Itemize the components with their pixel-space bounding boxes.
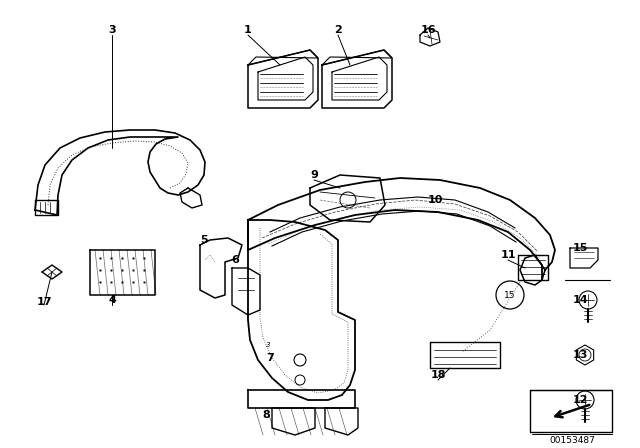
Text: 9: 9 xyxy=(310,170,318,180)
Text: 2: 2 xyxy=(334,25,342,35)
Text: 4: 4 xyxy=(108,295,116,305)
Text: 1: 1 xyxy=(244,25,252,35)
Text: 5: 5 xyxy=(200,235,208,245)
Text: 17: 17 xyxy=(36,297,52,307)
Text: 11: 11 xyxy=(500,250,516,260)
Text: 8: 8 xyxy=(262,410,270,420)
Text: 6: 6 xyxy=(231,255,239,265)
Text: 16: 16 xyxy=(420,25,436,35)
Text: 13: 13 xyxy=(572,350,588,360)
Text: 18: 18 xyxy=(430,370,445,380)
Text: 10: 10 xyxy=(428,195,443,205)
Text: 3: 3 xyxy=(108,25,116,35)
Text: 7: 7 xyxy=(266,353,274,363)
Text: 15: 15 xyxy=(504,290,516,300)
Text: 3: 3 xyxy=(266,342,270,348)
Text: 12: 12 xyxy=(572,395,588,405)
Text: 15: 15 xyxy=(572,243,588,253)
Text: 00153487: 00153487 xyxy=(549,435,595,444)
Text: 14: 14 xyxy=(572,295,588,305)
